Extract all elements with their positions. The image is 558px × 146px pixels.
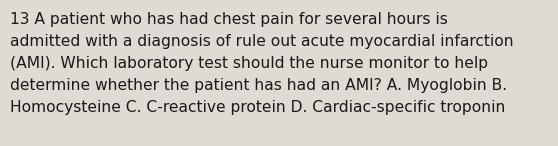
Text: 13 A patient who has had chest pain for several hours is: 13 A patient who has had chest pain for …: [10, 12, 448, 27]
Text: Homocysteine C. C-reactive protein D. Cardiac-specific troponin: Homocysteine C. C-reactive protein D. Ca…: [10, 100, 506, 115]
Text: admitted with a diagnosis of rule out acute myocardial infarction: admitted with a diagnosis of rule out ac…: [10, 34, 513, 49]
Text: (AMI). Which laboratory test should the nurse monitor to help: (AMI). Which laboratory test should the …: [10, 56, 488, 71]
Text: determine whether the patient has had an AMI? A. Myoglobin B.: determine whether the patient has had an…: [10, 78, 507, 93]
